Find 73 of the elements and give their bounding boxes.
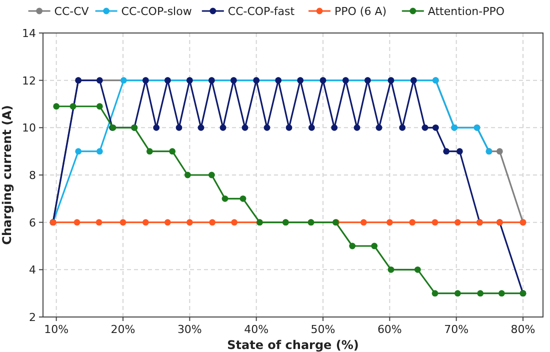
y-tick-label: 8 xyxy=(29,169,36,182)
point xyxy=(169,148,176,155)
point xyxy=(153,124,160,131)
point xyxy=(70,103,76,110)
point xyxy=(388,266,394,273)
point xyxy=(120,77,127,84)
y-tick-label: 10 xyxy=(22,122,36,135)
y-tick-label: 2 xyxy=(29,311,36,324)
point xyxy=(209,219,216,226)
legend-label: CC-CV xyxy=(54,5,90,18)
x-tick-label: 20% xyxy=(110,323,136,336)
point xyxy=(96,103,103,110)
point xyxy=(386,219,393,226)
x-tick-label: 50% xyxy=(310,323,336,336)
point xyxy=(220,124,226,131)
point xyxy=(96,77,103,84)
x-tick-label: 40% xyxy=(244,323,269,336)
legend-label: Attention-PPO xyxy=(428,5,505,18)
point xyxy=(432,219,438,226)
point xyxy=(146,148,153,155)
point xyxy=(208,172,215,178)
point xyxy=(186,219,193,226)
point xyxy=(496,148,503,155)
point xyxy=(443,148,450,155)
point xyxy=(399,124,406,131)
y-tick-label: 14 xyxy=(22,27,36,40)
point xyxy=(96,219,102,226)
legend-label: CC-COP-fast xyxy=(228,5,296,18)
point xyxy=(74,219,80,226)
point xyxy=(96,148,103,155)
y-tick-label: 12 xyxy=(22,74,36,88)
point xyxy=(371,242,378,250)
point xyxy=(53,103,60,110)
x-axis-title: State of charge (%) xyxy=(227,338,359,352)
x-tick-label: 10% xyxy=(44,323,69,336)
x-tick-label: 80% xyxy=(510,323,536,336)
x-tick-label: 70% xyxy=(444,323,469,336)
legend-label: CC-COP-slow xyxy=(121,5,192,18)
point xyxy=(231,219,238,226)
point xyxy=(454,219,461,226)
point xyxy=(422,124,428,131)
point xyxy=(349,242,356,250)
y-tick-label: 4 xyxy=(29,264,36,277)
point xyxy=(331,124,338,131)
point xyxy=(264,124,270,131)
point xyxy=(409,219,416,226)
point xyxy=(142,219,149,226)
point xyxy=(454,290,461,297)
x-tick-label: 60% xyxy=(377,323,402,336)
point xyxy=(376,124,382,131)
point xyxy=(120,219,126,226)
point xyxy=(432,290,438,297)
point xyxy=(240,195,246,202)
point xyxy=(414,266,421,273)
point xyxy=(477,290,484,297)
point xyxy=(198,124,204,131)
point xyxy=(456,148,463,155)
y-tick-label: 6 xyxy=(29,216,36,230)
point xyxy=(75,148,82,155)
point xyxy=(222,195,228,202)
y-axis-title: Charging current (A) xyxy=(0,105,14,245)
point xyxy=(308,124,315,131)
point xyxy=(184,172,191,178)
point xyxy=(164,219,171,226)
legend-label: PPO (6 A) xyxy=(334,5,387,18)
point xyxy=(286,124,292,131)
point xyxy=(242,124,248,131)
point xyxy=(354,124,360,131)
point xyxy=(498,290,505,297)
x-tick-label: 30% xyxy=(177,323,202,336)
point xyxy=(360,219,367,226)
point xyxy=(176,124,182,131)
point xyxy=(432,124,439,131)
